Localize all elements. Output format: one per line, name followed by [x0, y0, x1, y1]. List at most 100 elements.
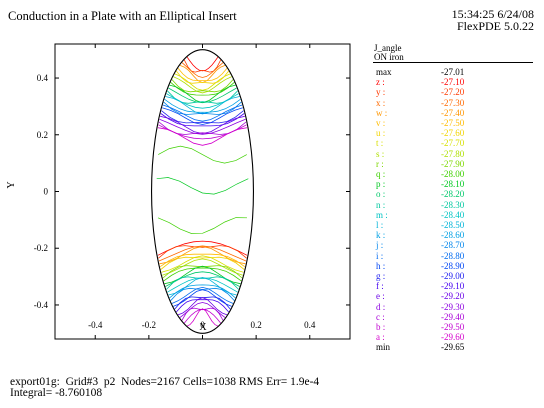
contour-line-top: [177, 67, 228, 81]
contour-line-bottom: [174, 296, 231, 310]
legend-level-value: -28.90: [441, 260, 465, 271]
y-tick-label: 0: [44, 187, 49, 197]
contour-line-bottom: [159, 253, 246, 268]
contour-line-bottom: [173, 289, 232, 307]
contour-line-top: [166, 93, 239, 109]
legend-level-value: -28.80: [441, 250, 465, 261]
legend-level-label: m :: [376, 209, 388, 220]
chart-title: Conduction in a Plate with an Elliptical…: [8, 9, 237, 23]
contour-line-bottom: [161, 255, 244, 273]
legend-level-value: -29.10: [441, 281, 465, 292]
legend-level-label: s :: [376, 148, 385, 159]
contour-line-top: [171, 79, 234, 93]
contour-line-bottom: [183, 308, 222, 324]
legend-level-value: -27.10: [441, 77, 465, 88]
legend-level-label: k :: [376, 230, 386, 241]
contour-line-top: [164, 98, 241, 113]
legend-level-label: f :: [376, 281, 384, 292]
contour-line-bottom: [177, 297, 228, 316]
legend-level-label: q :: [376, 169, 386, 179]
legend-level-label: o :: [376, 189, 386, 200]
footer-info: export01g: Grid#3 p2 Nodes=2167 Cells=10…: [10, 376, 320, 399]
contour-line-top: [161, 110, 244, 124]
legend-level-label: n :: [376, 199, 386, 210]
legend-level-label: c :: [376, 311, 385, 322]
legend-level-value: -29.50: [441, 322, 465, 332]
contour-line-bottom: [158, 245, 247, 259]
legend-level-value: -27.90: [441, 158, 465, 169]
contour-line-mid: [158, 145, 247, 164]
legend-level-value: -28.60: [441, 230, 465, 241]
legend-level-value: -27.70: [441, 138, 465, 149]
legend-level-value: -27.60: [441, 128, 465, 139]
contour-line-bottom: [169, 284, 236, 299]
ellipse-boundary: [150, 49, 255, 334]
contour-line-top: [173, 76, 232, 94]
legend-subtitle: ON iron: [374, 52, 404, 62]
x-tick-label: 0: [200, 320, 205, 330]
legend-level-label: x :: [376, 97, 386, 108]
legend-level-value: -27.50: [441, 118, 465, 128]
legend-level-value: -28.10: [441, 179, 465, 190]
contour-line-bottom: [157, 240, 248, 256]
legend-level-value: -28.30: [441, 199, 465, 210]
contour-line-mid: [156, 177, 249, 195]
contour-line-bottom: [175, 299, 230, 313]
legend-level-value: -27.30: [441, 97, 465, 108]
legend-level-value: -29.30: [441, 301, 465, 312]
contour-line-bottom: [171, 286, 234, 304]
contour-line-bottom: [168, 277, 237, 296]
timestamp: 15:34:25 6/24/08: [451, 7, 534, 21]
contour-line-bottom: [166, 276, 239, 290]
legend-level-label: t :: [376, 138, 384, 149]
legend-level-label: a :: [376, 332, 385, 343]
x-tick-label: 0.4: [304, 320, 316, 330]
legend-level-label: i :: [376, 250, 384, 261]
contour-line-top: [162, 104, 243, 122]
legend-level-label: z :: [376, 77, 385, 88]
contour-line-top: [183, 59, 222, 73]
legend-min-label: min: [376, 342, 391, 353]
contour-line-top: [181, 62, 224, 78]
contour-line-mid: [157, 217, 248, 234]
legend-level-value: -29.20: [441, 291, 465, 302]
contour-line-top: [162, 107, 243, 125]
legend-level-label: p :: [376, 179, 386, 190]
y-tick-label: 0.2: [37, 130, 48, 140]
legend-level-value: -29.00: [441, 271, 465, 281]
legend-level-value: -27.20: [441, 87, 465, 98]
legend-level-value: -28.20: [441, 189, 465, 200]
contour-line-bottom: [158, 245, 247, 262]
legend-level-label: d :: [376, 301, 386, 312]
x-tick-label: -0.2: [142, 320, 156, 330]
contour-line-top: [163, 101, 242, 115]
axis-ticks: -0.4 -0.2 0 0.2 0.4 0.4 0.2 0 -0.2 -0.4: [34, 44, 350, 339]
contour-line-bottom: [186, 308, 219, 327]
footer-stats: export01g: Grid#3 p2 Nodes=2167 Cells=10…: [10, 376, 320, 388]
contour-line-top: [160, 113, 245, 127]
legend-level-value: -28.00: [441, 169, 465, 179]
version-label: FlexPDE 5.0.22: [456, 19, 534, 33]
contour-line-top: [165, 96, 240, 115]
legend-level-label: j :: [376, 240, 384, 251]
contour-line-bottom: [165, 271, 240, 287]
y-tick-label: -0.2: [34, 243, 48, 253]
legend-level-value: -28.40: [441, 209, 465, 220]
contour-line-top: [159, 118, 246, 135]
y-axis-label: Y: [6, 181, 17, 188]
legend-level-label: g :: [376, 271, 386, 281]
x-axis-label: X: [199, 322, 207, 333]
legend-min-value: -29.65: [441, 342, 465, 353]
legend-level-value: -28.70: [441, 240, 465, 251]
x-tick-label: 0.2: [251, 320, 262, 330]
contour-lines: [156, 56, 249, 327]
footer-integral: Integral= -8.760108: [10, 387, 103, 399]
contour-line-top: [170, 81, 235, 96]
timestamp-version: 15:34:25 6/24/08 FlexPDE 5.0.22: [452, 8, 534, 32]
plot-frame: [54, 43, 351, 340]
contour-line-bottom: [162, 258, 243, 276]
contour-line-bottom: [159, 246, 246, 265]
legend-level-value: -29.40: [441, 311, 465, 322]
contour-line-top: [158, 124, 247, 140]
